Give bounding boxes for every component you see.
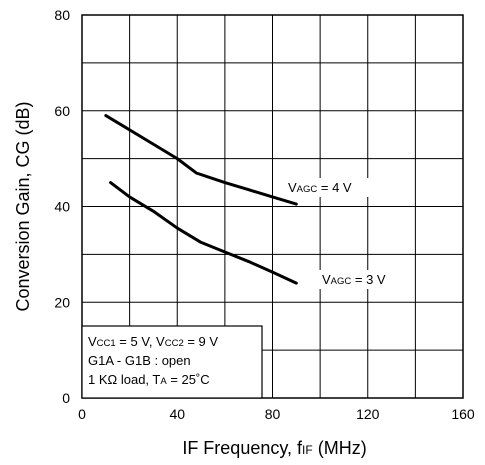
series-label-bg <box>284 178 380 197</box>
x-tick-label: 160 <box>451 406 475 422</box>
condition-line: 1 KΩ load, TA = 25˚C <box>88 372 210 387</box>
condition-line: G1A - G1B : open <box>88 353 191 368</box>
series-label-1: VAGC = 4 V <box>288 180 352 195</box>
tick-labels: 0 40 80 120 160 0 20 40 60 80 <box>54 7 474 422</box>
y-axis-label: Conversion Gain, CG (dB) <box>13 101 33 311</box>
x-axis-label: IF Frequency, fIF (MHz) <box>182 438 366 458</box>
x-tick-label: 80 <box>265 406 281 422</box>
condition-line: VCC1 = 5 V, VCC2 = 9 V <box>88 334 218 349</box>
series-label-bg <box>318 270 410 289</box>
series-line-1 <box>104 114 298 206</box>
x-tick-label: 120 <box>356 406 380 422</box>
y-tick-label: 0 <box>62 390 70 406</box>
y-tick-label: 60 <box>54 103 70 119</box>
plot-frame <box>81 14 464 399</box>
y-tick-label: 40 <box>54 199 70 215</box>
conditions-frame <box>81 325 263 399</box>
x-tick-label: 40 <box>169 406 185 422</box>
y-tick-label: 80 <box>54 7 70 23</box>
series-lines <box>104 114 298 285</box>
series-labels: VAGC = 4 V VAGC = 3 V <box>284 178 410 289</box>
y-tick-label: 20 <box>54 294 70 310</box>
conditions-box: VCC1 = 5 V, VCC2 = 9 V G1A - G1B : open 1 … <box>81 325 263 399</box>
x-tick-label: 0 <box>78 406 86 422</box>
series-label-2: VAGC = 3 V <box>322 272 386 287</box>
series-line-2 <box>109 181 298 285</box>
